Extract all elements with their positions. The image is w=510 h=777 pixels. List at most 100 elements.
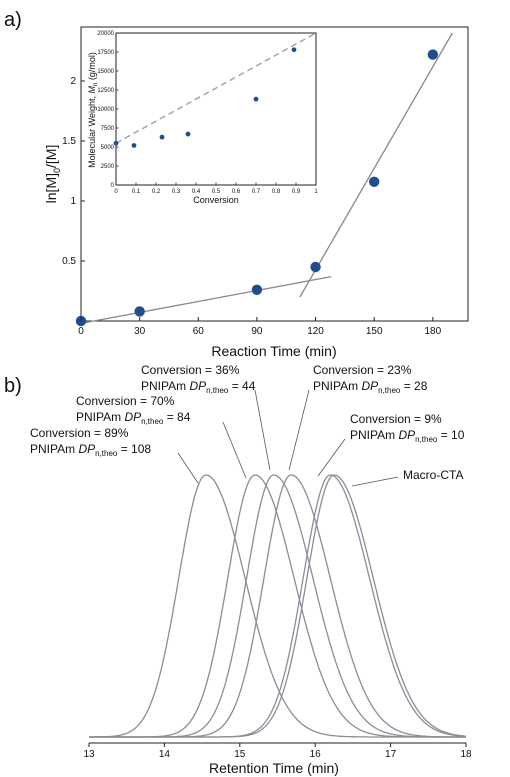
panel-b-xticks: 13 14 15 16 17 18 [83,743,472,760]
panel-a-ylabel: ln[M]0/[M] [43,145,62,204]
panel-a-points [75,49,439,327]
panel-b-xlabel: Retention Time (min) [209,760,339,776]
inset-ylabel-n: n [93,83,99,86]
inset-ylabel-unit: (g/mol) [87,52,97,83]
annotation-dp-subscript: n,theo [206,386,229,395]
inset-x-tick-label: 0.5 [212,189,221,195]
inset-y-tick-label: 0 [111,183,115,189]
inset-point-3 [159,134,165,140]
inset-y-tick-label: 17500 [97,50,114,56]
x-tick-label: 150 [366,326,383,337]
panel-a-xlabel: Reaction Time (min) [211,343,336,359]
panel-a-frame [80,26,469,322]
inset-points [113,47,297,148]
inset-y-tick-label: 5000 [101,145,115,151]
annotation-3-line2: PNIPAm DPn,theo = 44 [141,379,256,395]
inset-point-6 [291,47,297,53]
data-point-3 [251,284,263,295]
annotation-5-line2: PNIPAm DPn,theo = 10 [350,428,465,444]
annotation-4-line1: Conversion = 23% [313,363,412,377]
annotation-value: = 44 [228,379,255,393]
inset-yticks: 0 2500 5000 7500 10000 12500 15000 17500 20000 [97,31,119,189]
fit-line-1 [80,275,332,325]
x-tick-label: 180 [424,326,441,337]
inset-y-tick-label: 15000 [97,69,114,75]
inset-y-tick-label: 7500 [101,126,115,132]
b-x-tick-label: 14 [159,749,171,760]
panel-b-label: b) [4,375,22,397]
panel-a-yticks: 0.5 1 1.5 2 [62,76,85,267]
b-x-tick-label: 15 [234,749,246,760]
annotation-5-leader [317,438,346,477]
annotation-value: = 28 [400,379,427,393]
inset-x-tick-label: 0 [114,189,118,195]
data-point-4 [310,261,321,273]
annotation-6-line1: Macro-CTA [403,468,463,482]
annotation-prefix: PNIPAm [30,442,78,456]
annotation-value: = 108 [117,442,151,456]
inset-x-tick-label: 0.3 [172,189,181,195]
inset-y-tick-label: 12500 [97,88,114,94]
x-tick-label: 120 [307,326,324,337]
panel-a-plot: 0 30 60 90 120 150 180 0.5 1 1.5 2 Reaction Time … [43,26,469,359]
inset-ylabel: Molecular Weight, Mn (g/mol) [87,52,99,168]
inset-y-tick-label: 10000 [97,107,114,113]
annotation-5-line1: Conversion = 9% [350,412,442,426]
inset-xlabel: Conversion [193,195,239,205]
inset-x-tick-label: 1 [314,189,318,195]
y-tick-label: 1.5 [62,136,76,147]
panel-b-annotations: Conversion = 89%PNIPAm DPn,theo = 108Con… [30,363,465,487]
b-x-tick-label: 16 [310,749,322,760]
inset-point-1 [113,140,119,146]
b-x-tick-label: 13 [83,749,95,760]
b-x-tick-label: 17 [385,749,397,760]
annotation-2-line2: PNIPAm DPn,theo = 84 [76,410,191,426]
annotation-3-leader [254,389,271,471]
annotation-dp: DP [78,442,95,456]
annotation-1-leader [177,452,199,484]
panel-b-plot: 13 14 15 16 17 18 Retention Time (min) Conver… [30,363,472,776]
annotation-dp: DP [398,428,415,442]
annotation-4-line2: PNIPAm DPn,theo = 28 [313,379,428,395]
annotation-value: = 10 [437,428,464,442]
annotation-dp-subscript: n,theo [415,435,438,444]
y-tick-label: 2 [70,76,76,87]
b-x-tick-label: 18 [460,749,472,760]
x-tick-label: 30 [134,326,146,337]
theory-line [115,32,317,144]
annotation-dp-subscript: n,theo [141,417,164,426]
inset-y-tick-label: 2500 [101,164,115,170]
panel-a-ylabel-sub: 0 [52,168,62,173]
data-point-2 [134,306,145,317]
inset-x-tick-label: 0.4 [192,189,201,195]
annotation-prefix: PNIPAm [350,428,398,442]
y-tick-label: 0.5 [62,256,76,267]
panel-a-inset: 0 0.1 0.2 0.3 0.4 0.5 0.6 0.7 0.8 0.9 1 0 2500 5000 7… [87,31,318,205]
inset-ylabel-main: Molecular Weight, [87,93,97,167]
x-tick-label: 0 [78,326,84,337]
annotation-1-line2: PNIPAm DPn,theo = 108 [30,442,151,458]
panel-a-ylabel-mid: /[M] [43,145,59,168]
gpc-trace-6 [89,474,467,738]
annotation-prefix: PNIPAm [141,379,189,393]
inset-xticks: 0 0.1 0.2 0.3 0.4 0.5 0.6 0.7 0.8 0.9 1 [114,182,318,195]
inset-point-5 [253,96,259,102]
annotation-value: = 84 [163,410,190,424]
inset-x-tick-label: 0.1 [132,189,141,195]
inset-x-tick-label: 0.9 [292,189,301,195]
annotation-prefix: PNIPAm [313,379,361,393]
panel-a-label: a) [4,9,22,31]
inset-theory-line [115,32,317,144]
fit-line-2 [299,32,453,298]
inset-point-2 [131,143,137,148]
panel-a-xticks: 0 30 60 90 120 150 180 [78,317,442,337]
data-point-6 [427,49,439,60]
panel-a-fit-lines [80,32,453,325]
inset-y-tick-label: 20000 [97,31,114,37]
inset-ylabel-m: M [87,85,97,93]
annotation-6-leader [351,476,399,487]
inset-x-tick-label: 0.2 [152,189,161,195]
annotation-prefix: PNIPAm [76,410,124,424]
annotation-1-line1: Conversion = 89% [30,426,129,440]
